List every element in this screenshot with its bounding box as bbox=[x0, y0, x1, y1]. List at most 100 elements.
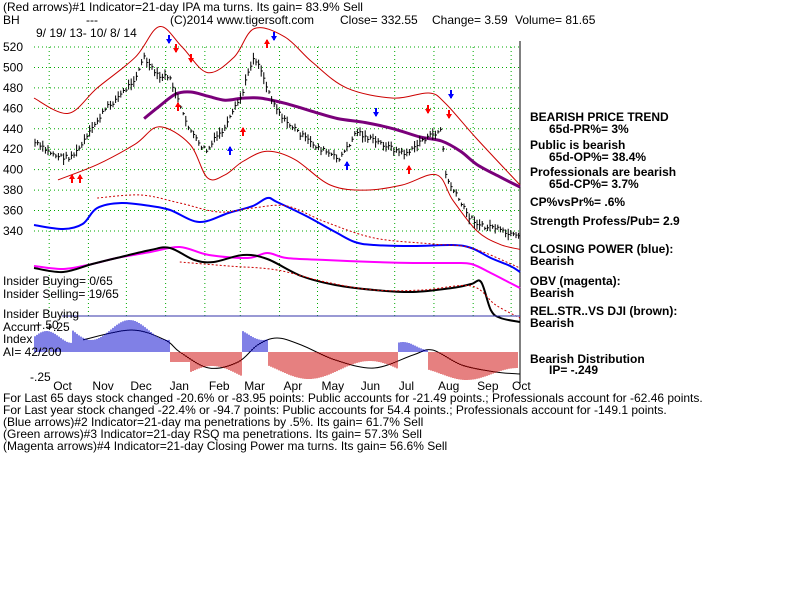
symbol-dashes: --- bbox=[86, 13, 98, 27]
signal-arrow-14 bbox=[448, 90, 454, 99]
right-text-5: 65d-CP%= 3.7% bbox=[549, 177, 639, 191]
volume-value: Volume= 81.65 bbox=[515, 13, 596, 27]
y-tick-480: 480 bbox=[3, 81, 23, 95]
accum-plus-25: +.25 bbox=[46, 320, 70, 334]
arrow-head bbox=[448, 94, 454, 99]
month-label-7: May bbox=[322, 379, 345, 393]
right-text-7: Strength Profess/Pub= 2.9 bbox=[530, 214, 680, 228]
insider-buying-count: Insider Buying= 0/65 bbox=[3, 274, 113, 288]
right-text-15: IP= -.249 bbox=[549, 363, 598, 377]
right-text-3: 65d-OP%= 38.4% bbox=[549, 150, 646, 164]
arrow-head bbox=[446, 114, 452, 119]
month-label-11: Sep bbox=[477, 379, 499, 393]
copyright-label: (C)2014 www.tigersoft.com bbox=[170, 13, 314, 27]
month-label-10: Aug bbox=[438, 379, 459, 393]
ma65-line bbox=[143, 90, 521, 189]
arrow-head bbox=[175, 102, 181, 107]
accum-label: Accum bbox=[3, 320, 40, 334]
arrow-head bbox=[69, 174, 75, 179]
arrow-head bbox=[188, 58, 194, 63]
footer-line-1: For Last year stock changed -22.4% or -9… bbox=[3, 403, 667, 417]
footer-line-0: For Last 65 days stock changed -20.6% or… bbox=[3, 391, 703, 405]
signal-arrow-1 bbox=[77, 174, 83, 183]
signal-arrow-6 bbox=[227, 146, 233, 155]
arrow-head bbox=[373, 112, 379, 117]
signal-arrow-8 bbox=[264, 39, 270, 48]
ai-value: AI= 42/200 bbox=[3, 345, 62, 359]
right-text-8: CLOSING POWER (blue): bbox=[530, 242, 673, 256]
y-tick-420: 420 bbox=[3, 142, 23, 156]
y-tick-460: 460 bbox=[3, 101, 23, 115]
upper_band-line bbox=[33, 26, 521, 186]
y-tick-340: 340 bbox=[3, 224, 23, 238]
y-tick-440: 440 bbox=[3, 122, 23, 136]
right-text-10: OBV (magenta): bbox=[530, 274, 621, 288]
y-tick-500: 500 bbox=[3, 60, 23, 74]
date-range: 9/ 19/ 13- 10/ 8/ 14 bbox=[36, 26, 137, 40]
right-text-1: 65d-PR%= 3% bbox=[549, 122, 629, 136]
indicator-lines bbox=[33, 194, 521, 375]
signal-arrow-11 bbox=[373, 108, 379, 117]
insider-buying-label: Insider Buying bbox=[3, 307, 79, 321]
footer-line-4: (Magenta arrows)#4 Indicator=21-day Clos… bbox=[3, 439, 447, 453]
insider-selling-count: Insider Selling= 19/65 bbox=[3, 287, 119, 301]
signal-arrow-0 bbox=[69, 174, 75, 183]
closing-power-line bbox=[33, 196, 521, 273]
month-label-5: Mar bbox=[244, 379, 265, 393]
footer-line-3: (Green arrows)#3 Indicator=21-day RSQ ma… bbox=[3, 427, 422, 441]
month-label-9: Jul bbox=[399, 379, 414, 393]
signal-arrow-2 bbox=[166, 35, 172, 44]
accum-ma-line bbox=[82, 329, 521, 375]
footer-line-2: (Blue arrows)#2 Indicator=21-day ma pene… bbox=[3, 415, 423, 429]
axis-ticks: 520 500 480 460 440 420 400 380 360 340 Oct Nov Dec J… bbox=[3, 40, 531, 393]
relative-strength-line bbox=[33, 246, 521, 323]
month-label-4: Feb bbox=[209, 379, 230, 393]
signal-arrow-13 bbox=[425, 105, 431, 114]
arrow-head bbox=[406, 165, 412, 170]
header-indicator-1: (Red arrows)#1 Indicator=21-day IPA ma t… bbox=[3, 0, 363, 14]
month-label-2: Dec bbox=[130, 379, 151, 393]
month-label-1: Nov bbox=[92, 379, 113, 393]
change-value: Change= 3.59 bbox=[432, 13, 508, 27]
relative-strength-ma-line bbox=[179, 261, 521, 319]
accum-plus-50: +.50 bbox=[35, 318, 59, 332]
signal-arrow-15 bbox=[446, 110, 452, 119]
month-label-0: Oct bbox=[53, 379, 72, 393]
arrow-head bbox=[77, 174, 83, 179]
right-text-2: Public is bearish bbox=[530, 138, 625, 152]
price-bands bbox=[33, 26, 521, 250]
signal-arrow-12 bbox=[406, 165, 412, 174]
right-panel: BEARISH PRICE TREND 65d-PR%= 3% Public i… bbox=[530, 110, 680, 377]
y-tick-520: 520 bbox=[3, 40, 23, 54]
right-text-6: CP%vsPr%= .6% bbox=[530, 195, 625, 209]
right-text-9: Bearish bbox=[530, 254, 574, 268]
y-tick-360: 360 bbox=[3, 204, 23, 218]
y-tick-380: 380 bbox=[3, 183, 23, 197]
month-label-8: Jun bbox=[361, 379, 380, 393]
footer-notes: For Last 65 days stock changed -20.6% or… bbox=[3, 391, 703, 453]
gridlines bbox=[34, 41, 521, 383]
arrow-head bbox=[166, 39, 172, 44]
index-label: Index bbox=[3, 332, 32, 346]
signal-arrows bbox=[69, 32, 454, 183]
arrow-head bbox=[264, 39, 270, 44]
signal-arrow-3 bbox=[173, 44, 179, 53]
right-text-13: Bearish bbox=[530, 316, 574, 330]
closing-power-ma-line bbox=[97, 194, 521, 269]
signal-arrow-7 bbox=[240, 127, 246, 136]
arrow-head bbox=[240, 127, 246, 132]
signal-arrow-10 bbox=[344, 161, 350, 170]
month-label-12: Oct bbox=[512, 379, 531, 393]
signal-arrow-5 bbox=[175, 102, 181, 111]
arrow-head bbox=[227, 146, 233, 151]
arrow-head bbox=[425, 109, 431, 114]
signal-arrow-9 bbox=[271, 32, 277, 41]
price-bars bbox=[34, 52, 521, 241]
signal-arrow-4 bbox=[188, 54, 194, 63]
accumulation-histogram bbox=[34, 320, 518, 380]
right-text-12: REL.STR..VS DJI (brown): bbox=[530, 304, 677, 318]
accum-minus-25: -.25 bbox=[30, 370, 51, 384]
arrow-head bbox=[344, 161, 350, 166]
month-label-3: Jan bbox=[170, 379, 189, 393]
